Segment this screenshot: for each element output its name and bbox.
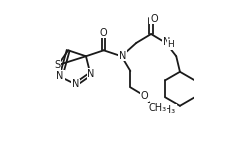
Text: O: O: [141, 91, 148, 101]
Text: CH₃: CH₃: [158, 105, 176, 115]
Text: N: N: [163, 37, 170, 47]
Text: O: O: [150, 13, 158, 24]
Text: N: N: [87, 69, 95, 79]
Text: CH₃: CH₃: [148, 103, 166, 113]
Text: N: N: [119, 50, 126, 61]
Text: S: S: [54, 60, 60, 70]
Text: H: H: [167, 40, 174, 49]
Text: N: N: [56, 71, 64, 81]
Text: O: O: [99, 28, 107, 38]
Text: N: N: [72, 79, 79, 89]
